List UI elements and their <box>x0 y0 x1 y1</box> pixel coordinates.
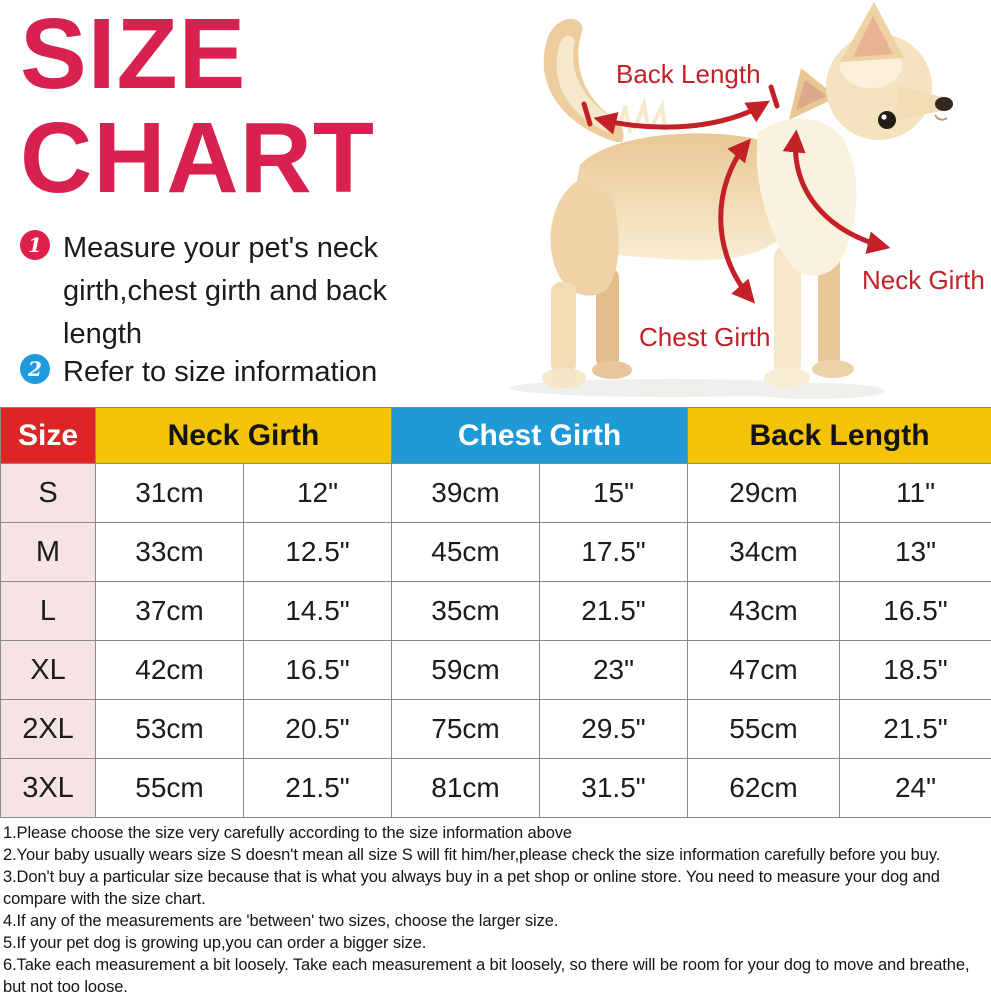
neck-cm: 53cm <box>95 699 244 759</box>
neck-girth-arrow <box>782 129 891 254</box>
size-label: M <box>0 522 96 582</box>
back-in: 18.5" <box>839 640 991 700</box>
back-length-label: Back Length <box>616 59 761 89</box>
note-5: 5.If your pet dog is growing up,you can … <box>3 934 427 952</box>
note-4: 4.If any of the measurements are 'betwee… <box>3 912 559 930</box>
table-row-l: L 37cm 14.5" 35cm 21.5" 43cm 16.5" <box>0 581 991 641</box>
note-1: 1.Please choose the size very carefully … <box>3 824 572 842</box>
footer-notes: 1.Please choose the size very carefully … <box>3 822 986 998</box>
dog-ear-inner <box>853 16 893 57</box>
dog-near-hind-leg <box>551 282 576 374</box>
dog-far-hind-leg <box>596 268 619 368</box>
dog-far-front-leg <box>818 248 840 368</box>
dog-far-ear-inner <box>796 80 827 110</box>
dog-mouth <box>934 114 948 121</box>
chest-cm: 59cm <box>391 640 540 700</box>
dog-chest-ruff <box>756 118 857 276</box>
back-cm: 34cm <box>687 522 841 582</box>
chest-in: 31.5" <box>538 758 689 818</box>
dog-eye <box>878 111 896 129</box>
table-row-xl: XL 42cm 16.5" 59cm 23" 47cm 18.5" <box>0 640 991 700</box>
dog-nose <box>935 97 953 111</box>
page-title: SIZE CHART <box>20 2 375 210</box>
note-3: 3.Don't buy a particular size because th… <box>3 868 940 908</box>
dog-near-hind-paw <box>542 368 586 388</box>
back-length-tick-left <box>581 101 593 127</box>
neck-in: 16.5" <box>243 640 392 700</box>
back-length-arrow <box>593 100 770 135</box>
back-in: 11" <box>839 463 991 523</box>
neck-in: 12" <box>243 463 392 523</box>
back-in: 13" <box>839 522 991 582</box>
col-header-back-length: Back Length <box>687 407 991 464</box>
chest-in: 21.5" <box>538 581 689 641</box>
back-cm: 47cm <box>687 640 841 700</box>
size-label: L <box>0 581 96 641</box>
table-header-row: Size Neck Girth Chest Girth Back Length <box>0 407 991 464</box>
chest-in: 23" <box>538 640 689 700</box>
neck-cm: 33cm <box>95 522 244 582</box>
neck-in: 12.5" <box>243 522 392 582</box>
size-label: S <box>0 463 96 523</box>
step-1-number-icon: 1 <box>20 230 50 260</box>
dog-far-front-paw <box>812 360 854 378</box>
neck-cm: 37cm <box>95 581 244 641</box>
size-table: Size Neck Girth Chest Girth Back Length … <box>0 407 991 818</box>
neck-cm: 31cm <box>95 463 244 523</box>
back-cm: 55cm <box>687 699 841 759</box>
table-row-s: S 31cm 12" 39cm 15" 29cm 11" <box>0 463 991 523</box>
chest-girth-arrow <box>718 138 756 304</box>
chest-in: 17.5" <box>538 522 689 582</box>
back-in: 24" <box>839 758 991 818</box>
chest-cm: 39cm <box>391 463 540 523</box>
neck-in: 20.5" <box>243 699 392 759</box>
title-line-1: SIZE <box>20 0 247 110</box>
chest-in: 29.5" <box>538 699 689 759</box>
neck-in: 21.5" <box>243 758 392 818</box>
dog-shadow-front <box>745 383 885 399</box>
back-cm: 43cm <box>687 581 841 641</box>
neck-cm: 55cm <box>95 758 244 818</box>
dog-muzzle <box>896 86 950 120</box>
step-1-text: Measure your pet's neck girth,chest girt… <box>63 232 388 350</box>
size-label: 3XL <box>0 758 96 818</box>
col-header-chest-girth: Chest Girth <box>390 407 689 464</box>
chest-girth-label: Chest Girth <box>639 322 771 352</box>
dog-near-front-paw <box>764 368 810 388</box>
dog-eye-highlight <box>881 114 887 120</box>
note-2: 2.Your baby usually wears size S doesn't… <box>3 846 941 864</box>
step-2-text: Refer to size information <box>63 356 378 388</box>
step-1: 1 Measure your pet's neck girth,chest gi… <box>20 227 425 356</box>
size-label: 2XL <box>0 699 96 759</box>
col-header-neck-girth: Neck Girth <box>95 407 392 464</box>
chest-cm: 35cm <box>391 581 540 641</box>
chest-cm: 75cm <box>391 699 540 759</box>
step-2: 2 Refer to size information <box>20 351 425 394</box>
dog-near-front-leg <box>774 246 801 376</box>
chest-in: 15" <box>538 463 689 523</box>
title-line-2: CHART <box>20 102 375 214</box>
note-6: 6.Take each measurement a bit loosely. T… <box>3 956 970 996</box>
dog-illustration: Back Length Neck Girth Chest Girth <box>430 0 991 400</box>
chest-cm: 45cm <box>391 522 540 582</box>
size-label: XL <box>0 640 96 700</box>
back-in: 21.5" <box>839 699 991 759</box>
neck-girth-label: Neck Girth <box>862 265 985 295</box>
table-row-3xl: 3XL 55cm 21.5" 81cm 31.5" 62cm 24" <box>0 758 991 818</box>
chest-cm: 81cm <box>391 758 540 818</box>
table-row-2xl: 2XL 53cm 20.5" 75cm 29.5" 55cm 21.5" <box>0 699 991 759</box>
back-cm: 62cm <box>687 758 841 818</box>
back-in: 16.5" <box>839 581 991 641</box>
step-2-number-icon: 2 <box>20 354 50 384</box>
dog-haunch <box>550 178 619 296</box>
back-length-tick-right <box>768 84 780 109</box>
table-row-m: M 33cm 12.5" 45cm 17.5" 34cm 13" <box>0 522 991 582</box>
neck-cm: 42cm <box>95 640 244 700</box>
dog-far-hind-paw <box>592 361 632 379</box>
back-cm: 29cm <box>687 463 841 523</box>
neck-in: 14.5" <box>243 581 392 641</box>
dog-svg: Back Length Neck Girth Chest Girth <box>510 2 985 399</box>
col-header-size: Size <box>0 407 96 464</box>
